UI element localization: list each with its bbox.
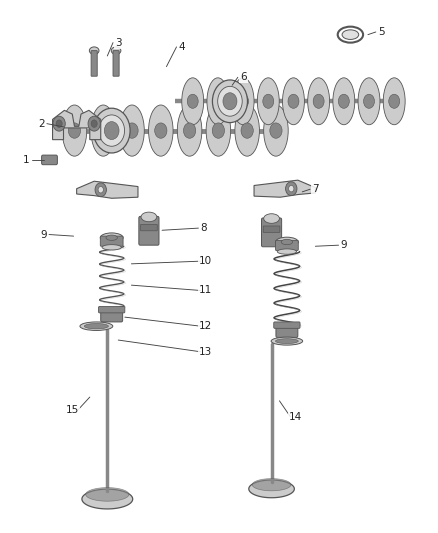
FancyBboxPatch shape — [276, 325, 298, 337]
Ellipse shape — [264, 214, 279, 223]
Ellipse shape — [288, 94, 299, 108]
Ellipse shape — [177, 105, 202, 156]
Circle shape — [104, 122, 119, 140]
Ellipse shape — [212, 94, 223, 108]
Circle shape — [53, 116, 65, 131]
Circle shape — [56, 120, 62, 127]
FancyBboxPatch shape — [42, 155, 57, 165]
Ellipse shape — [100, 233, 123, 243]
Polygon shape — [252, 479, 291, 491]
Ellipse shape — [238, 94, 249, 108]
Polygon shape — [249, 480, 294, 498]
Text: 10: 10 — [199, 256, 212, 266]
Ellipse shape — [80, 322, 113, 330]
FancyBboxPatch shape — [263, 226, 280, 232]
Ellipse shape — [308, 78, 330, 125]
Ellipse shape — [358, 78, 380, 125]
Ellipse shape — [283, 78, 304, 125]
Ellipse shape — [271, 337, 303, 345]
Ellipse shape — [276, 339, 298, 344]
FancyBboxPatch shape — [261, 218, 282, 247]
Ellipse shape — [84, 324, 109, 329]
Text: 14: 14 — [289, 412, 302, 422]
Text: 9: 9 — [340, 240, 347, 250]
Ellipse shape — [264, 105, 288, 156]
Text: 6: 6 — [240, 72, 247, 82]
Ellipse shape — [277, 249, 297, 254]
FancyBboxPatch shape — [276, 240, 298, 251]
Ellipse shape — [184, 123, 196, 138]
Ellipse shape — [212, 123, 225, 138]
Ellipse shape — [91, 105, 116, 156]
Text: 9: 9 — [40, 230, 47, 239]
Ellipse shape — [97, 123, 110, 138]
Ellipse shape — [89, 47, 99, 54]
Ellipse shape — [111, 47, 121, 54]
Ellipse shape — [187, 94, 198, 108]
FancyBboxPatch shape — [274, 322, 300, 328]
Ellipse shape — [206, 105, 231, 156]
Circle shape — [218, 86, 242, 116]
Ellipse shape — [276, 237, 298, 247]
Ellipse shape — [389, 94, 399, 108]
Ellipse shape — [235, 105, 259, 156]
Ellipse shape — [263, 94, 274, 108]
Ellipse shape — [258, 78, 279, 125]
Ellipse shape — [182, 78, 204, 125]
Circle shape — [212, 80, 247, 123]
Circle shape — [95, 183, 106, 197]
Text: 12: 12 — [199, 321, 212, 331]
Text: 15: 15 — [66, 406, 79, 415]
Text: 7: 7 — [312, 184, 319, 194]
Polygon shape — [254, 180, 315, 197]
Ellipse shape — [241, 123, 253, 138]
Text: 11: 11 — [199, 286, 212, 295]
Ellipse shape — [155, 123, 167, 138]
Ellipse shape — [62, 105, 87, 156]
Ellipse shape — [106, 235, 117, 240]
Ellipse shape — [383, 78, 405, 125]
Text: 1: 1 — [23, 155, 30, 165]
Ellipse shape — [342, 30, 359, 39]
Text: 13: 13 — [199, 347, 212, 357]
Polygon shape — [77, 181, 138, 198]
FancyBboxPatch shape — [141, 224, 157, 231]
Ellipse shape — [364, 94, 374, 108]
Ellipse shape — [313, 94, 324, 108]
Ellipse shape — [207, 78, 229, 125]
Ellipse shape — [148, 105, 173, 156]
Ellipse shape — [102, 245, 121, 250]
Circle shape — [98, 187, 103, 193]
FancyBboxPatch shape — [139, 216, 159, 245]
Ellipse shape — [126, 123, 138, 138]
Text: 4: 4 — [178, 42, 185, 52]
Ellipse shape — [333, 78, 355, 125]
Circle shape — [289, 185, 294, 192]
Ellipse shape — [68, 123, 81, 138]
FancyBboxPatch shape — [99, 306, 125, 313]
FancyBboxPatch shape — [100, 236, 123, 246]
Polygon shape — [53, 110, 101, 140]
Ellipse shape — [141, 212, 157, 222]
Text: 2: 2 — [38, 119, 45, 128]
Circle shape — [91, 120, 97, 127]
Ellipse shape — [232, 78, 254, 125]
Ellipse shape — [281, 239, 293, 245]
Circle shape — [286, 182, 297, 196]
Text: 5: 5 — [378, 27, 385, 37]
Ellipse shape — [338, 94, 350, 108]
Circle shape — [88, 116, 100, 131]
Ellipse shape — [270, 123, 282, 138]
Text: 3: 3 — [115, 38, 122, 47]
Circle shape — [223, 93, 237, 110]
Text: 8: 8 — [200, 223, 207, 233]
FancyBboxPatch shape — [113, 51, 119, 76]
Polygon shape — [82, 489, 133, 509]
FancyBboxPatch shape — [91, 51, 97, 76]
FancyBboxPatch shape — [101, 309, 123, 322]
Ellipse shape — [120, 105, 144, 156]
Polygon shape — [86, 488, 129, 501]
Circle shape — [99, 115, 124, 146]
Circle shape — [93, 108, 130, 153]
